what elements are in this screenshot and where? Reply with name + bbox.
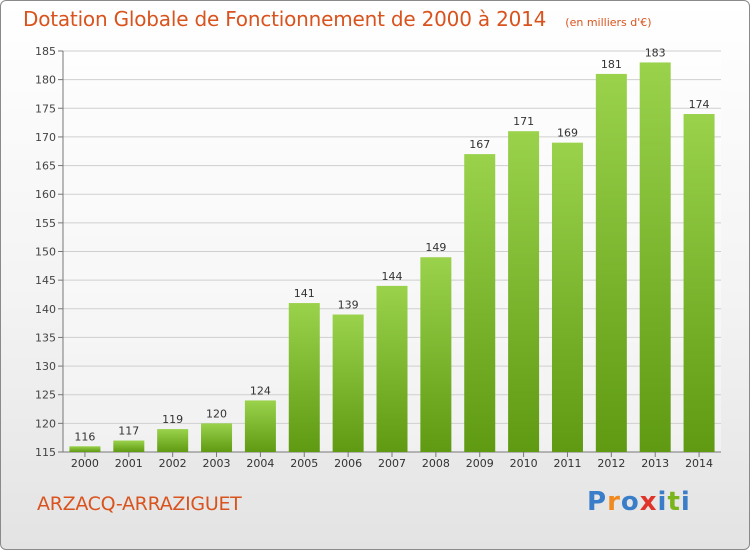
x-tick-label: 2000	[71, 457, 99, 470]
bar-value-label: 181	[601, 58, 622, 71]
bar	[332, 314, 364, 452]
bar-value-label: 149	[425, 241, 446, 254]
chart-header: Dotation Globale de Fonctionnement de 20…	[23, 7, 652, 31]
y-tick-label: 160	[35, 188, 56, 201]
x-tick-label: 2001	[115, 457, 143, 470]
x-tick-label: 2013	[641, 457, 669, 470]
y-tick-label: 125	[35, 389, 56, 402]
bar	[595, 73, 627, 453]
logo-letter: i	[680, 487, 691, 517]
logo-letter: x	[639, 487, 658, 517]
logo-letter: o	[620, 487, 640, 517]
y-tick-label: 155	[35, 217, 56, 230]
bar-value-label: 119	[162, 413, 183, 426]
y-tick-label: 175	[35, 102, 56, 115]
bar	[551, 142, 583, 452]
bar-value-label: 124	[250, 384, 271, 397]
bar-value-label: 169	[557, 127, 578, 140]
bar-value-label: 141	[294, 287, 315, 300]
x-tick-label: 2005	[290, 457, 318, 470]
y-tick-label: 150	[35, 246, 56, 259]
bar	[244, 400, 276, 452]
x-tick-label: 2010	[510, 457, 538, 470]
logo-letter: i	[657, 487, 668, 517]
bar	[69, 446, 101, 452]
bar-value-label: 120	[206, 407, 227, 420]
bar	[508, 131, 540, 452]
chart-title: Dotation Globale de Fonctionnement de 20…	[23, 7, 547, 31]
logo-letter: r	[607, 487, 621, 517]
x-tick-label: 2009	[466, 457, 494, 470]
y-tick-label: 120	[35, 417, 56, 430]
y-tick-label: 180	[35, 74, 56, 87]
y-tick-label: 130	[35, 360, 56, 373]
y-tick-label: 115	[35, 446, 56, 459]
bar	[113, 440, 145, 452]
bar	[201, 423, 233, 452]
bar-value-label: 144	[382, 270, 403, 283]
y-tick-label: 165	[35, 160, 56, 173]
bar	[157, 429, 189, 452]
x-tick-label: 2006	[334, 457, 362, 470]
bar-value-label: 117	[118, 425, 139, 438]
place-name: ARZACQ-ARRAZIGUET	[37, 493, 242, 515]
bar-value-label: 174	[689, 98, 710, 111]
x-tick-label: 2004	[246, 457, 274, 470]
bar	[376, 285, 408, 452]
bar	[464, 154, 496, 452]
y-tick-label: 170	[35, 131, 56, 144]
bar-value-label: 139	[338, 299, 359, 312]
y-tick-label: 140	[35, 303, 56, 316]
bar-value-label: 183	[645, 46, 666, 59]
x-tick-label: 2011	[553, 457, 581, 470]
y-tick-label: 185	[35, 45, 56, 58]
x-tick-label: 2012	[597, 457, 625, 470]
bar-value-label: 171	[513, 115, 534, 128]
bar-value-label: 116	[74, 430, 95, 443]
proxiti-logo[interactable]: Proxiti	[587, 487, 691, 517]
bar-value-label: 167	[469, 138, 490, 151]
y-tick-label: 145	[35, 274, 56, 287]
chart-subtitle: (en milliers d'€)	[565, 16, 652, 29]
bar	[288, 303, 320, 452]
y-tick-label: 135	[35, 331, 56, 344]
logo-letter: t	[667, 487, 681, 517]
x-tick-label: 2003	[203, 457, 231, 470]
bar	[683, 114, 715, 452]
x-tick-label: 2014	[685, 457, 713, 470]
bar	[639, 62, 671, 452]
x-tick-label: 2002	[159, 457, 187, 470]
bar	[420, 257, 452, 452]
logo-letter: P	[587, 487, 608, 517]
x-tick-label: 2007	[378, 457, 406, 470]
x-tick-label: 2008	[422, 457, 450, 470]
